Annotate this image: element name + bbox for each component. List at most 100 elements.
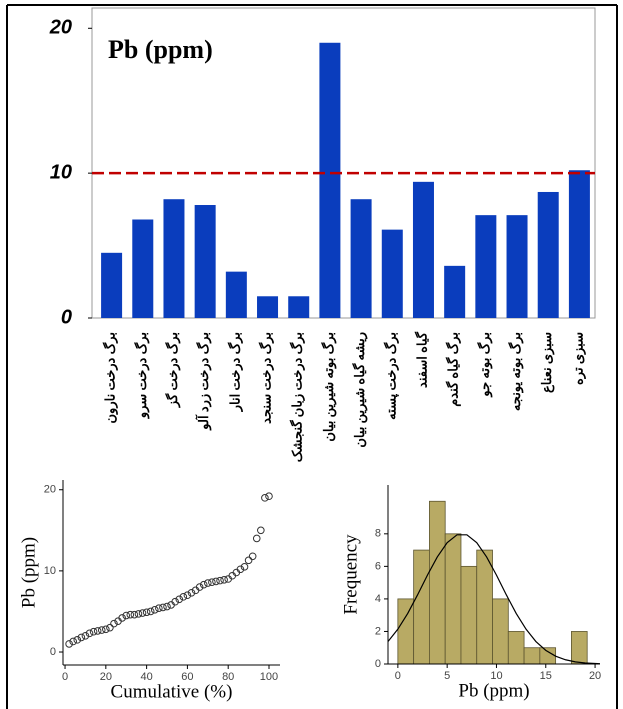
y-tick-label: 10 bbox=[44, 565, 56, 577]
point bbox=[187, 588, 196, 597]
y-tick-label: 20 bbox=[44, 484, 56, 496]
point bbox=[110, 619, 118, 628]
bar bbox=[506, 215, 528, 318]
point bbox=[73, 636, 82, 644]
point bbox=[106, 623, 114, 632]
point bbox=[85, 629, 94, 638]
x-tick-label: برگ درخت پسته bbox=[382, 332, 399, 420]
point bbox=[159, 603, 167, 612]
point bbox=[265, 492, 273, 501]
y-tick-label: 6 bbox=[375, 560, 381, 572]
bar bbox=[225, 271, 247, 318]
point bbox=[236, 565, 245, 574]
bar bbox=[444, 265, 466, 318]
x-tick-label: سبزی نعناع bbox=[539, 332, 555, 393]
histogram-bar bbox=[397, 598, 415, 665]
bar bbox=[412, 181, 434, 318]
point bbox=[183, 591, 192, 600]
normal-curve bbox=[388, 534, 600, 664]
point bbox=[195, 583, 204, 591]
bar bbox=[568, 170, 590, 318]
y-tick-label: 0 bbox=[375, 658, 381, 670]
histogram-bar bbox=[476, 549, 493, 665]
point bbox=[261, 494, 269, 502]
x-tick-label: برگ درخت نارون bbox=[102, 332, 119, 423]
point bbox=[150, 606, 159, 614]
histogram-bar bbox=[460, 565, 478, 665]
point bbox=[155, 604, 163, 613]
histogram-bar bbox=[507, 631, 525, 665]
x-axis-label: Cumulative (%) bbox=[111, 681, 233, 702]
point bbox=[89, 627, 98, 636]
point bbox=[175, 595, 184, 604]
x-tick-label: برگ بوته یونجه bbox=[507, 332, 524, 411]
x-tick-label: 100 bbox=[260, 671, 278, 683]
point bbox=[216, 576, 224, 585]
x-tick-label: سبزی تره bbox=[570, 332, 586, 385]
point bbox=[138, 609, 147, 617]
bar bbox=[537, 191, 559, 318]
point bbox=[240, 563, 249, 571]
bar bbox=[101, 252, 123, 318]
point bbox=[208, 578, 216, 587]
point bbox=[130, 610, 139, 619]
point bbox=[134, 610, 143, 618]
bar-plot-area bbox=[91, 7, 596, 319]
point bbox=[171, 597, 179, 606]
y-tick-label: 0 bbox=[50, 646, 56, 658]
bar bbox=[381, 229, 403, 318]
x-tick-label: 40 bbox=[140, 671, 152, 683]
bar bbox=[194, 205, 216, 318]
histogram-bar bbox=[523, 647, 541, 665]
point bbox=[97, 626, 106, 634]
point bbox=[142, 608, 151, 617]
y-tick-label: 20 bbox=[49, 17, 72, 39]
y-tick-label: 8 bbox=[375, 528, 381, 540]
x-tick-label: 0 bbox=[395, 670, 401, 682]
point bbox=[252, 534, 261, 543]
x-tick-label: برگ درخت زرد آلو bbox=[195, 332, 212, 431]
x-tick-label: 20 bbox=[589, 670, 601, 682]
y-tick-label: 0 bbox=[61, 306, 72, 328]
histogram-bar bbox=[444, 533, 462, 665]
point bbox=[122, 611, 131, 620]
point bbox=[199, 580, 208, 589]
point bbox=[244, 556, 253, 565]
histogram-bar bbox=[429, 500, 446, 665]
y-tick-label: 2 bbox=[375, 625, 381, 637]
x-tick-label: 80 bbox=[222, 671, 234, 683]
x-axis-label: Pb (ppm) bbox=[458, 680, 529, 701]
point bbox=[77, 633, 86, 642]
bar bbox=[475, 215, 497, 318]
bar bbox=[163, 199, 185, 318]
y-tick-label: 10 bbox=[50, 161, 72, 183]
point bbox=[146, 607, 155, 616]
x-tick-label: برگ بوته جو bbox=[476, 332, 493, 398]
point bbox=[102, 625, 110, 634]
y-axis-label: Pb (ppm) bbox=[18, 537, 39, 608]
histogram-bar bbox=[571, 631, 588, 665]
bar bbox=[132, 219, 154, 318]
bar bbox=[319, 42, 341, 318]
point bbox=[163, 602, 171, 611]
bar bbox=[288, 296, 310, 318]
point bbox=[93, 627, 102, 635]
x-tick-label: 10 bbox=[490, 670, 502, 682]
x-tick-label: برگ درخت گز bbox=[164, 332, 181, 408]
x-tick-label: ریشه گیاه شیرین بیان bbox=[351, 332, 368, 448]
point bbox=[179, 593, 188, 601]
point bbox=[257, 526, 265, 535]
x-tick-label: برگ گیاه گندم bbox=[445, 332, 462, 407]
point bbox=[248, 552, 257, 561]
point bbox=[220, 576, 228, 584]
x-tick-label: 0 bbox=[62, 671, 68, 683]
x-tick-label: برگ درخت زبان گنجشک bbox=[289, 332, 306, 462]
x-tick-label: 20 bbox=[100, 671, 112, 683]
chart-title: Pb (ppm) bbox=[108, 35, 213, 64]
y-tick-label: 4 bbox=[375, 593, 381, 605]
x-tick-label: 15 bbox=[540, 670, 552, 682]
histogram-bar bbox=[413, 549, 430, 665]
x-tick-label: برگ بوته شیرین بیان bbox=[320, 332, 337, 442]
point bbox=[81, 631, 90, 640]
